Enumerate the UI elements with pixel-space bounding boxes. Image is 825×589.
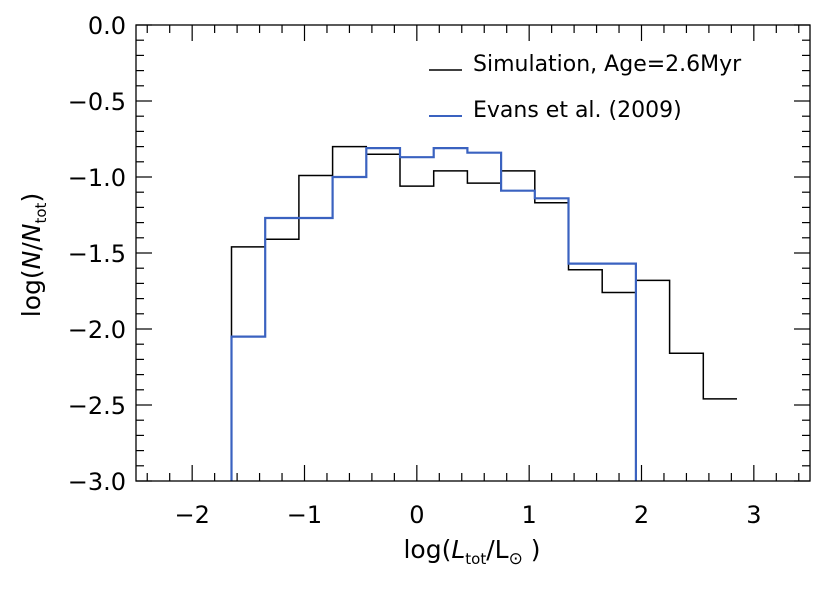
- simulation-bin: [333, 147, 367, 481]
- simulation-bin: [670, 353, 704, 481]
- evans-bin: [265, 218, 299, 481]
- simulation-bin: [703, 399, 737, 481]
- evans-bin: [400, 157, 434, 481]
- x-tick-label: −1: [287, 501, 322, 529]
- simulation-bin: [467, 183, 501, 481]
- evans-bin: [299, 218, 333, 481]
- x-tick-label: 3: [746, 501, 761, 529]
- simulation-bin: [265, 239, 299, 481]
- series-simulation-line: [230, 145, 737, 481]
- x-axis-title: log(Ltot/L⊙ ): [403, 535, 540, 569]
- simulation-bin: [299, 175, 333, 481]
- evans-bin: [434, 148, 468, 481]
- y-tick-label: −2.5: [68, 392, 126, 420]
- x-tick-label: 1: [522, 501, 537, 529]
- y-tick-label: −1.5: [68, 240, 126, 268]
- legend-label-evans: Evans et al. (2009): [473, 98, 682, 123]
- simulation-bin: [535, 203, 569, 481]
- x-tick-labels: −2 −1 0 1 2 3: [174, 501, 761, 529]
- x-tick-label: −2: [174, 501, 209, 529]
- series-evans-line: [230, 147, 637, 481]
- y-tick-label: −1.0: [68, 164, 126, 192]
- y-tick-label: 0.0: [88, 12, 126, 40]
- legend-label-simulation: Simulation, Age=2.6Myr: [473, 52, 742, 77]
- simulation-bin: [602, 293, 636, 481]
- y-tick-label: −2.0: [68, 316, 126, 344]
- evans-bin: [467, 153, 501, 481]
- y-tick-label: −3.0: [68, 468, 126, 496]
- simulation-bin: [434, 171, 468, 481]
- simulation-bin: [568, 270, 602, 481]
- evans-bin: [535, 198, 569, 481]
- plot-frame: [135, 24, 811, 482]
- legend: Simulation, Age=2.6Myr Evans et al. (200…: [429, 52, 742, 123]
- evans-bin: [333, 177, 367, 481]
- series-layer: [230, 145, 737, 481]
- evans-bin: [366, 148, 400, 481]
- y-tick-label: −0.5: [68, 88, 126, 116]
- simulation-bin: [501, 171, 535, 481]
- simulation-bin: [231, 247, 265, 481]
- x-tick-label: 0: [409, 501, 424, 529]
- simulation-bin: [366, 154, 400, 481]
- y-tick-labels: −3.0 −2.5 −2.0 −1.5 −1.0 −0.5 0.0: [68, 12, 126, 496]
- evans-bin: [568, 264, 635, 481]
- axis-ticks: [136, 24, 810, 482]
- evans-bin: [501, 191, 535, 481]
- x-tick-label: 2: [634, 501, 649, 529]
- evans-bin: [231, 337, 265, 481]
- simulation-bin: [636, 280, 670, 481]
- y-axis-title: log(N/Ntot): [17, 193, 50, 317]
- simulation-bin: [400, 186, 434, 481]
